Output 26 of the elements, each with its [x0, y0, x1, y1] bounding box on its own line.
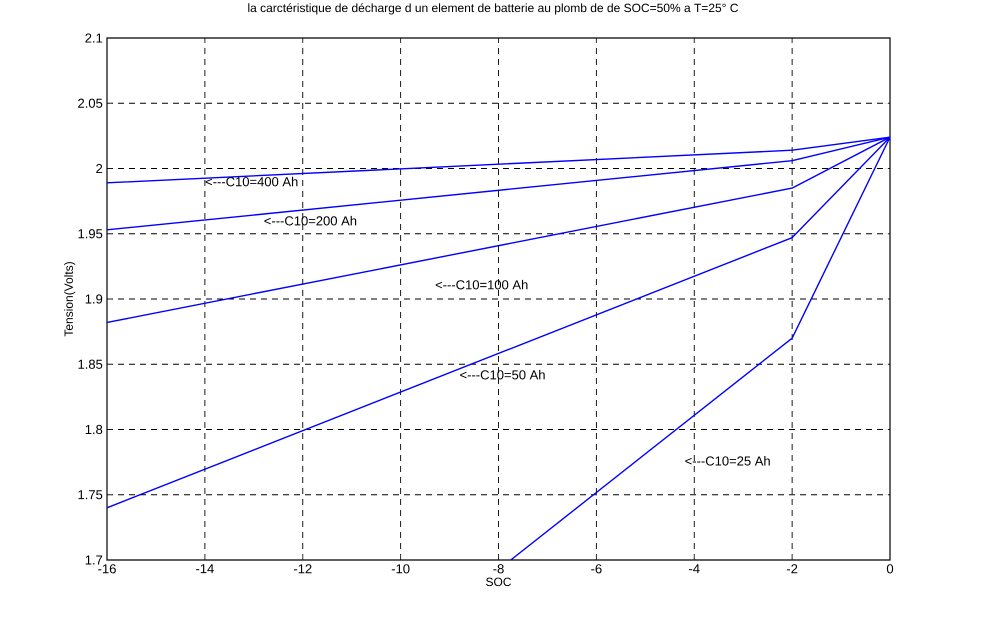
y-tick-label: 1.7: [86, 556, 102, 564]
y-tick-label: 1.85: [78, 360, 102, 369]
annotation: <---C10=200 Ah: [264, 216, 356, 226]
annotation: <---C10=100 Ah: [436, 280, 528, 290]
x-tick-label: -14: [196, 564, 214, 574]
y-tick-label: 1.95: [78, 229, 102, 238]
x-tick-label: -16: [98, 564, 116, 574]
annotation: <---C10=400 Ah: [206, 176, 298, 186]
x-tick-label: -10: [392, 564, 410, 574]
y-tick-label: 2.1: [85, 33, 102, 43]
x-tick-label: -4: [689, 564, 700, 574]
x-tick-label: -8: [493, 564, 504, 574]
y-tick-label: 1.9: [86, 294, 102, 304]
annotation: <---C10=50 Ah: [460, 370, 545, 380]
x-tick-label: -6: [591, 564, 602, 574]
x-tick-label: -12: [294, 564, 312, 574]
x-tick-label: -2: [786, 564, 798, 574]
x-axis-title: SOC: [486, 578, 512, 586]
chart-title: la carctéristique de décharge d un element de batterie au plomb de de SOC=50% a T=25° C: [248, 3, 738, 15]
y-tick-label: 2: [96, 164, 102, 174]
y-axis-title: Tension(Volts): [64, 262, 76, 336]
x-tick-label: 0: [886, 564, 894, 574]
y-tick-label: 2.05: [78, 98, 102, 108]
annotation: <---C10=25 Ah: [685, 456, 770, 466]
y-tick-label: 1.75: [78, 490, 102, 500]
y-tick-label: 1.8: [86, 424, 102, 434]
